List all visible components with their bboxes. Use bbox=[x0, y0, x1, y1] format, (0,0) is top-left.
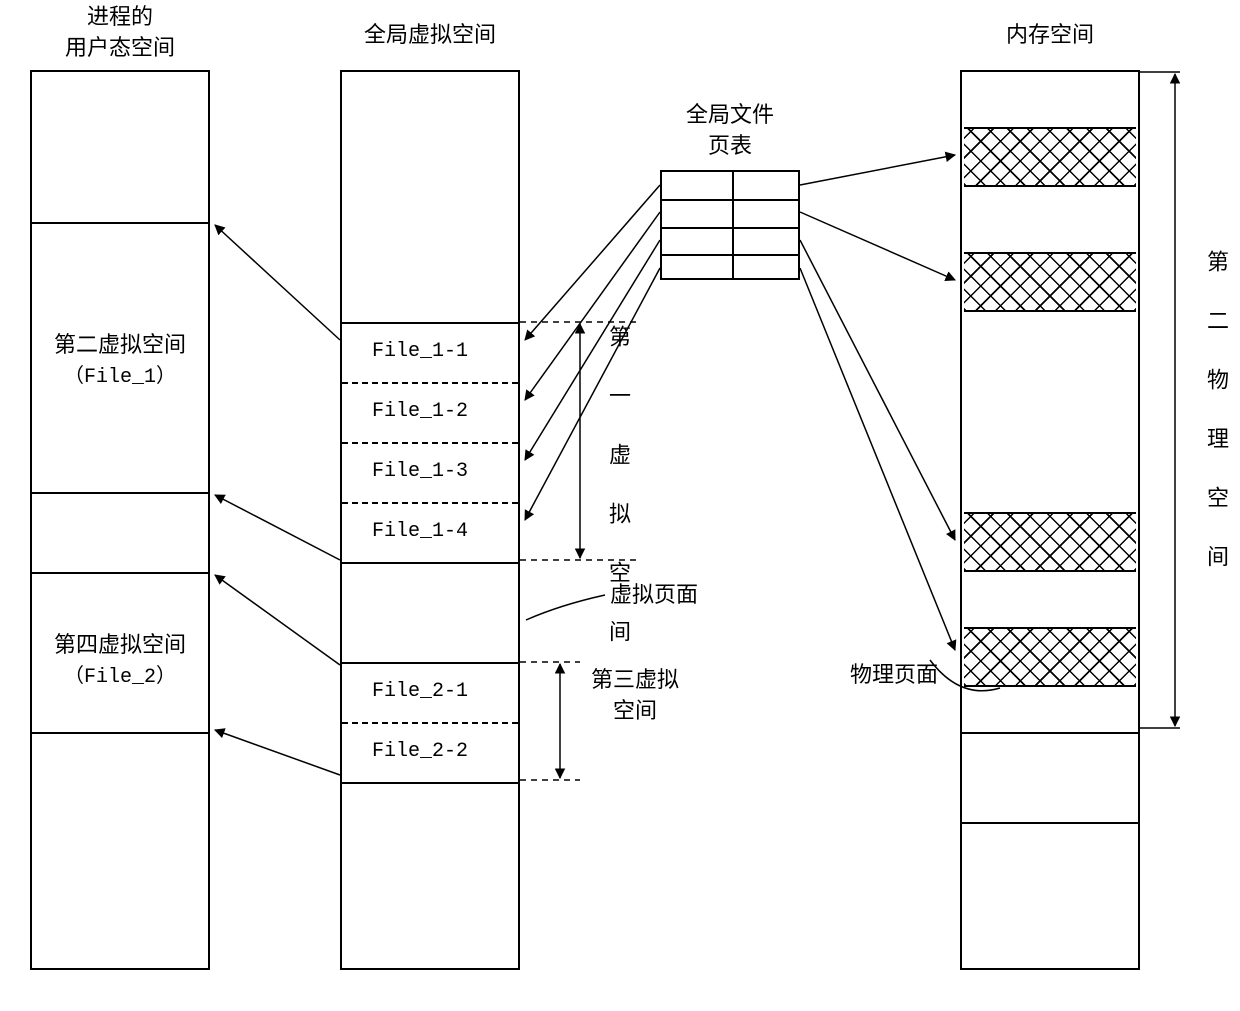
file-2-1: File_2-1 bbox=[372, 680, 468, 703]
divider-dash bbox=[342, 382, 518, 384]
divider-dash bbox=[342, 442, 518, 444]
divider bbox=[962, 822, 1138, 824]
label-line: （File_1） bbox=[32, 359, 208, 389]
divider bbox=[342, 322, 518, 324]
table-row-divider bbox=[662, 254, 798, 256]
third-virtual-space-label: 第三虚拟 空间 bbox=[580, 665, 690, 727]
page-table bbox=[660, 170, 800, 280]
file-1-4: File_1-4 bbox=[372, 520, 468, 543]
second-virtual-space-label: 第二虚拟空间 （File_1） bbox=[32, 327, 208, 389]
label-line: 第二虚拟空间 bbox=[32, 327, 208, 359]
physical-page-label: 物理页面 bbox=[850, 660, 938, 691]
table-col-divider bbox=[732, 172, 734, 278]
second-physical-space-bracket-label: 第 二 物 理 空 间 bbox=[1200, 250, 1232, 573]
memory-space-column bbox=[960, 70, 1140, 970]
table-row-divider bbox=[662, 199, 798, 201]
user-space-column: 第二虚拟空间 （File_1） 第四虚拟空间 （File_2） bbox=[30, 70, 210, 970]
label-line: （File_2） bbox=[32, 659, 208, 689]
global-virtual-column: File_1-1 File_1-2 File_1-3 File_1-4 File… bbox=[340, 70, 520, 970]
divider bbox=[32, 572, 208, 574]
divider bbox=[32, 492, 208, 494]
virtual-page-label: 虚拟页面 bbox=[610, 580, 698, 611]
title-memory-space: 内存空间 bbox=[960, 20, 1140, 51]
divider bbox=[32, 732, 208, 734]
label-line: 第四虚拟空间 bbox=[32, 627, 208, 659]
divider bbox=[962, 732, 1138, 734]
divider bbox=[342, 562, 518, 564]
label-line: 空间 bbox=[580, 696, 690, 727]
file-1-3: File_1-3 bbox=[372, 460, 468, 483]
title-global-virtual: 全局虚拟空间 bbox=[340, 20, 520, 51]
file-2-2: File_2-2 bbox=[372, 740, 468, 763]
divider bbox=[32, 222, 208, 224]
file-1-1: File_1-1 bbox=[372, 340, 468, 363]
divider-dash bbox=[342, 722, 518, 724]
divider bbox=[342, 782, 518, 784]
file-1-2: File_1-2 bbox=[372, 400, 468, 423]
physical-page-hatched bbox=[964, 127, 1136, 187]
divider-dash bbox=[342, 502, 518, 504]
physical-page-hatched bbox=[964, 627, 1136, 687]
label-line: 第三虚拟 bbox=[580, 665, 690, 696]
title-page-table: 全局文件 页表 bbox=[640, 100, 820, 162]
table-row-divider bbox=[662, 227, 798, 229]
divider bbox=[342, 662, 518, 664]
physical-page-hatched bbox=[964, 252, 1136, 312]
physical-page-hatched bbox=[964, 512, 1136, 572]
title-user-space: 进程的 用户态空间 bbox=[30, 2, 210, 64]
fourth-virtual-space-label: 第四虚拟空间 （File_2） bbox=[32, 627, 208, 689]
